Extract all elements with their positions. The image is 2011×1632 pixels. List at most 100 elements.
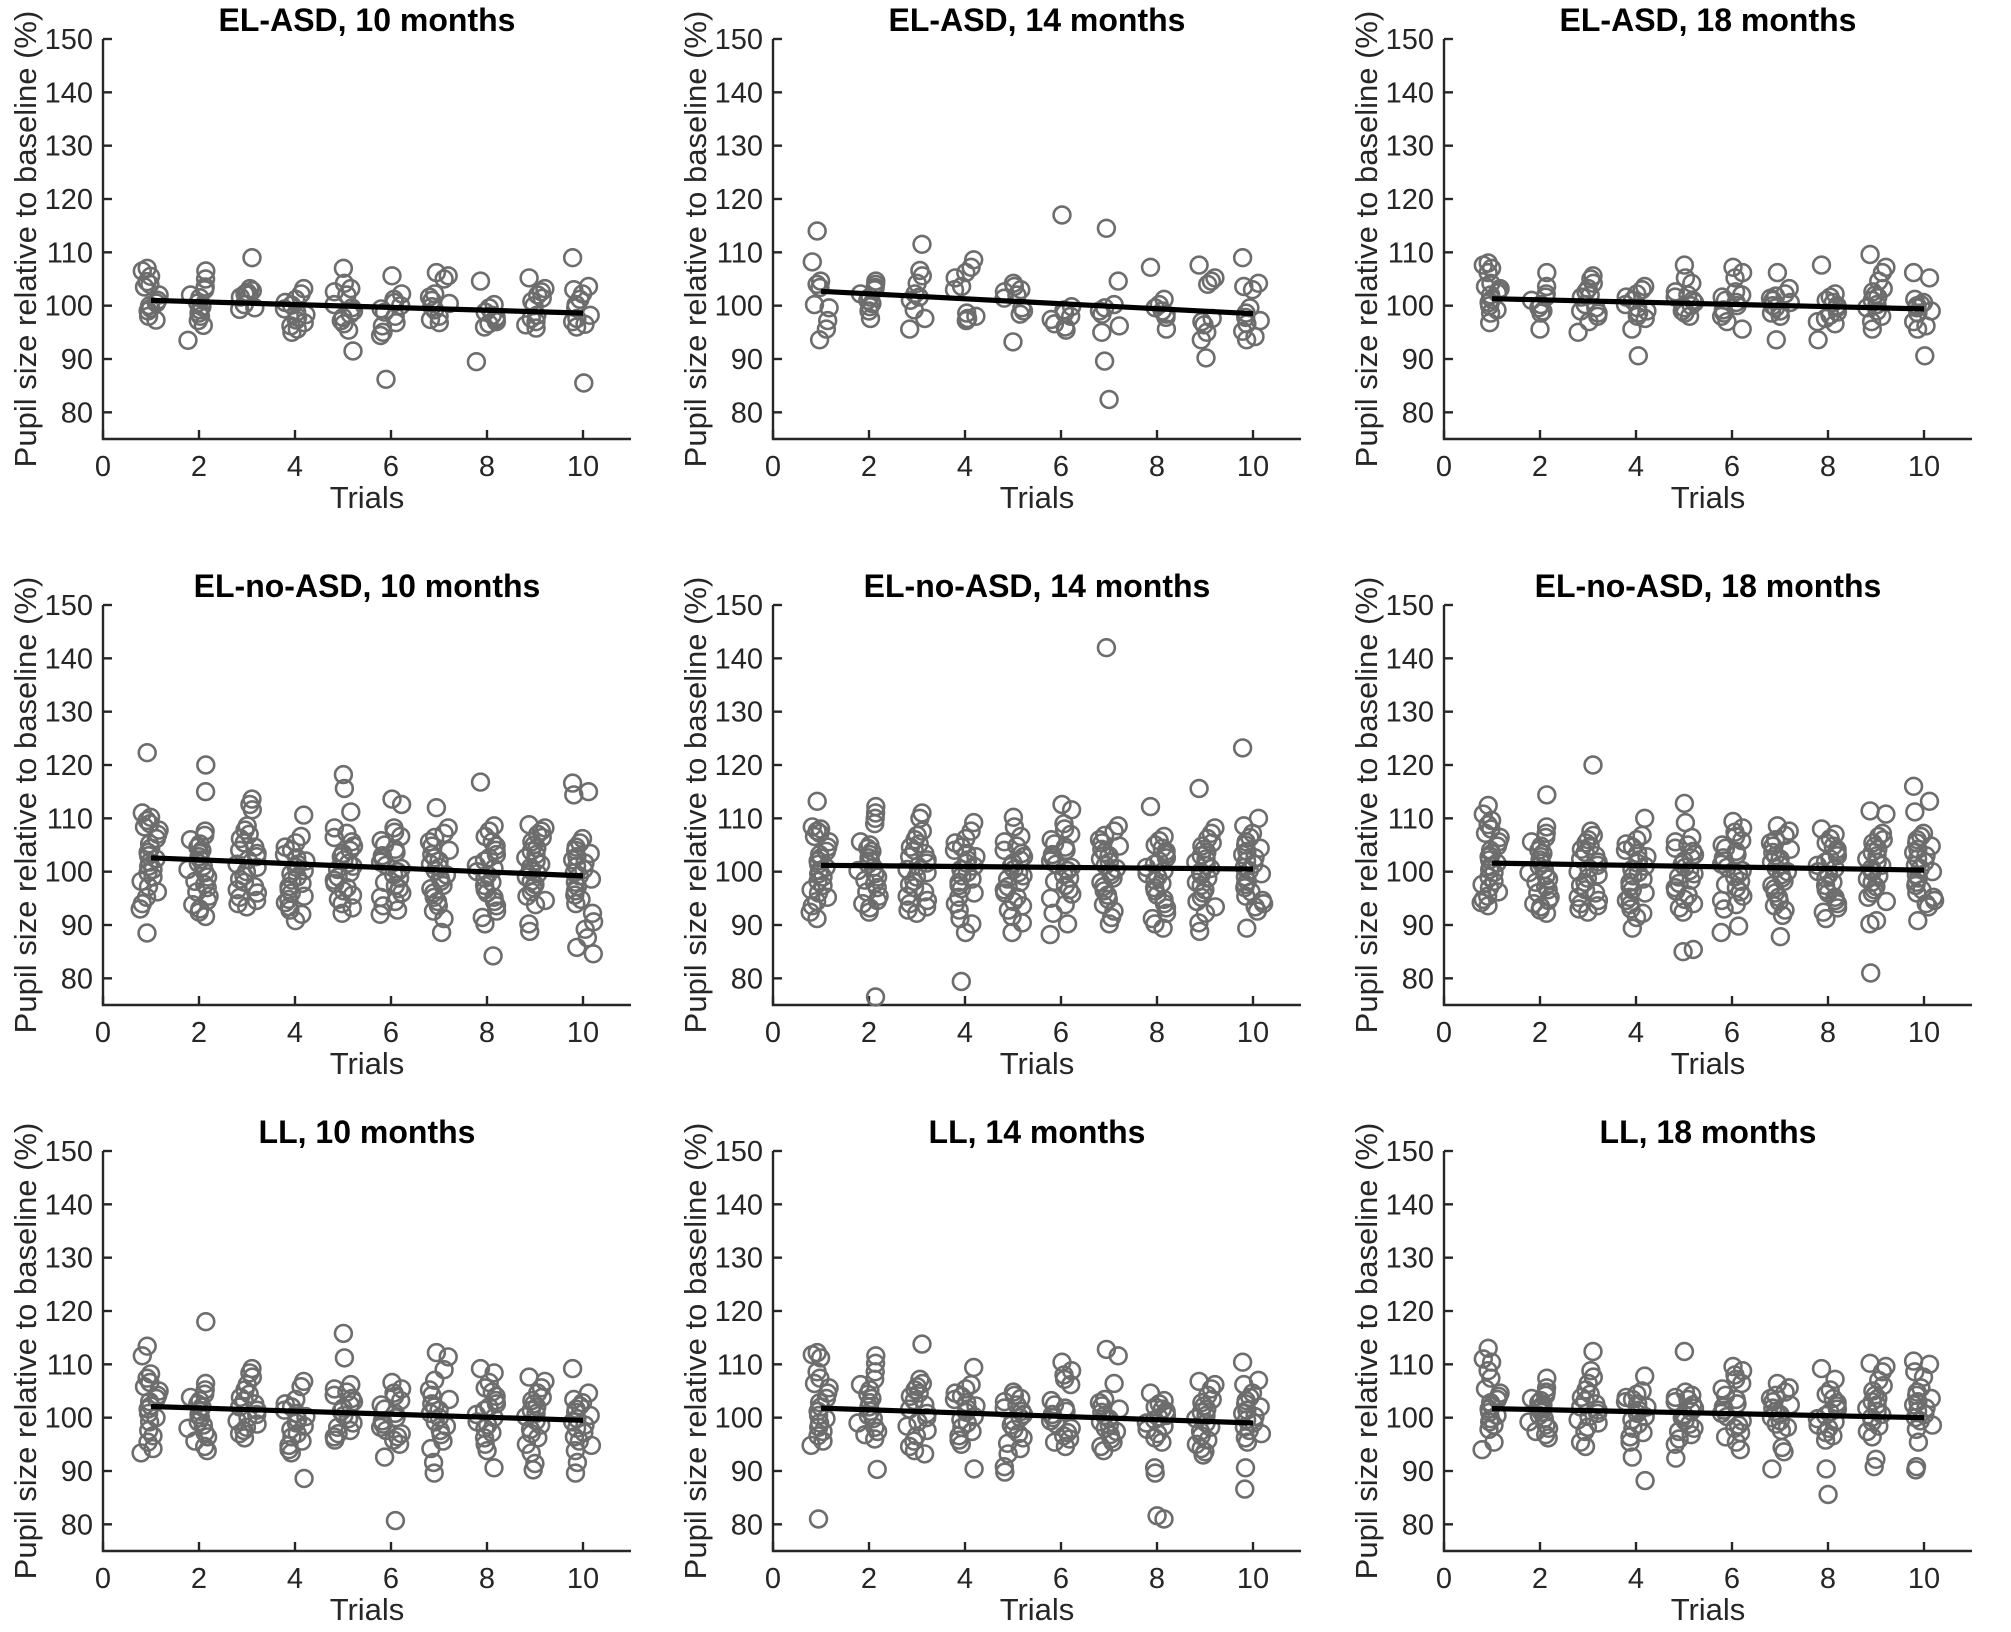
svg-text:90: 90 — [61, 1456, 93, 1488]
svg-text:100: 100 — [1386, 291, 1434, 323]
x-axis-label: Trials — [329, 1046, 405, 1081]
svg-text:8: 8 — [479, 451, 495, 483]
svg-text:6: 6 — [1053, 1017, 1069, 1049]
svg-text:150: 150 — [715, 24, 763, 56]
x-axis-label: Trials — [329, 480, 405, 515]
panel-title: EL-ASD, 18 months — [1559, 2, 1857, 38]
svg-text:10: 10 — [1908, 1017, 1940, 1049]
y-axis-label: Pupil size relative to baseline (%) — [8, 576, 43, 1034]
svg-text:90: 90 — [1402, 910, 1434, 942]
panel-ll-14: 80 90 100 110 120 130 140 150 0 2 4 6 8 10 LL, 14 mon… — [670, 1088, 1340, 1632]
svg-text:6: 6 — [1053, 1563, 1069, 1595]
svg-text:130: 130 — [45, 131, 93, 163]
svg-text:80: 80 — [731, 963, 763, 995]
svg-text:8: 8 — [1149, 451, 1165, 483]
svg-text:140: 140 — [45, 77, 93, 109]
svg-text:130: 130 — [715, 131, 763, 163]
svg-text:100: 100 — [45, 1403, 93, 1435]
panel-title: EL-ASD, 14 months — [888, 2, 1186, 38]
scatter-plot: 80 90 100 110 120 130 140 150 0 2 4 6 8 10 — [715, 590, 1301, 1049]
svg-text:0: 0 — [1436, 451, 1452, 483]
y-axis-label: Pupil size relative to baseline (%) — [678, 10, 713, 468]
svg-text:6: 6 — [383, 451, 399, 483]
svg-text:10: 10 — [567, 1563, 599, 1595]
y-axis-label: Pupil size relative to baseline (%) — [8, 1122, 43, 1580]
svg-text:120: 120 — [715, 1296, 763, 1328]
svg-text:0: 0 — [1436, 1017, 1452, 1049]
svg-text:10: 10 — [567, 1017, 599, 1049]
svg-text:8: 8 — [1149, 1017, 1165, 1049]
svg-text:140: 140 — [45, 1189, 93, 1221]
svg-text:110: 110 — [47, 1349, 93, 1381]
svg-text:120: 120 — [1386, 1296, 1434, 1328]
svg-text:0: 0 — [1436, 1563, 1452, 1595]
svg-text:4: 4 — [1628, 1017, 1644, 1049]
svg-text:4: 4 — [1628, 1563, 1644, 1595]
panel-title: EL-no-ASD, 14 months — [863, 568, 1211, 604]
svg-text:90: 90 — [731, 910, 763, 942]
svg-text:0: 0 — [95, 451, 111, 483]
svg-text:140: 140 — [45, 643, 93, 675]
scatter-plot: 80 90 100 110 120 130 140 150 0 2 4 6 8 10 — [45, 1136, 631, 1595]
x-axis-label: Trials — [999, 1046, 1075, 1081]
svg-text:90: 90 — [61, 910, 93, 942]
svg-text:150: 150 — [715, 1136, 763, 1168]
scatter-plot: 80 90 100 110 120 130 140 150 0 2 4 6 8 10 — [715, 1136, 1301, 1595]
svg-text:140: 140 — [715, 1189, 763, 1221]
svg-text:120: 120 — [45, 750, 93, 782]
svg-text:120: 120 — [715, 184, 763, 216]
svg-text:100: 100 — [45, 857, 93, 889]
panel-title: LL, 10 months — [258, 1114, 476, 1150]
svg-text:8: 8 — [479, 1563, 495, 1595]
scatter-plot: 80 90 100 110 120 130 140 150 0 2 4 6 8 10 — [45, 590, 631, 1049]
svg-text:90: 90 — [61, 344, 93, 376]
svg-text:130: 130 — [1386, 131, 1434, 163]
x-axis-label: Trials — [999, 480, 1075, 515]
svg-text:0: 0 — [765, 1563, 781, 1595]
x-axis-label: Trials — [1670, 1592, 1746, 1627]
svg-text:6: 6 — [383, 1017, 399, 1049]
svg-text:0: 0 — [95, 1563, 111, 1595]
svg-text:130: 130 — [45, 1243, 93, 1275]
svg-text:10: 10 — [1237, 1017, 1269, 1049]
svg-text:4: 4 — [287, 451, 303, 483]
svg-text:130: 130 — [1386, 697, 1434, 729]
svg-text:10: 10 — [1237, 451, 1269, 483]
svg-text:110: 110 — [47, 237, 93, 269]
panel-el-asd-10: 80 90 100 110 120 130 140 150 0 2 4 6 8 10 EL-ASD, 10… — [0, 0, 670, 544]
svg-text:6: 6 — [1724, 1017, 1740, 1049]
scatter-plot: 80 90 100 110 120 130 140 150 0 2 4 6 8 10 — [45, 24, 631, 483]
scatter-plot: 80 90 100 110 120 130 140 150 0 2 4 6 8 10 — [715, 24, 1301, 483]
svg-text:150: 150 — [1386, 1136, 1434, 1168]
svg-text:110: 110 — [1388, 237, 1434, 269]
svg-text:120: 120 — [45, 184, 93, 216]
x-axis-label: Trials — [999, 1592, 1075, 1627]
svg-text:4: 4 — [287, 1563, 303, 1595]
svg-text:8: 8 — [1149, 1563, 1165, 1595]
svg-text:100: 100 — [1386, 857, 1434, 889]
svg-text:100: 100 — [45, 291, 93, 323]
svg-text:90: 90 — [731, 1456, 763, 1488]
svg-text:6: 6 — [1053, 451, 1069, 483]
svg-text:0: 0 — [95, 1017, 111, 1049]
svg-text:150: 150 — [45, 24, 93, 56]
scatter-plot: 80 90 100 110 120 130 140 150 0 2 4 6 8 10 — [1386, 1136, 1972, 1595]
y-axis-label: Pupil size relative to baseline (%) — [8, 10, 43, 468]
panel-el-asd-14: 80 90 100 110 120 130 140 150 0 2 4 6 8 10 EL-ASD, 14… — [670, 0, 1340, 544]
svg-text:140: 140 — [1386, 643, 1434, 675]
svg-text:90: 90 — [1402, 1456, 1434, 1488]
x-axis-label: Trials — [1670, 1046, 1746, 1081]
panel-ll-18: 80 90 100 110 120 130 140 150 0 2 4 6 8 10 LL, 18 mon… — [1341, 1088, 2011, 1632]
svg-text:150: 150 — [45, 1136, 93, 1168]
svg-text:8: 8 — [1820, 1017, 1836, 1049]
svg-text:130: 130 — [1386, 1243, 1434, 1275]
svg-text:150: 150 — [1386, 24, 1434, 56]
svg-text:4: 4 — [957, 1563, 973, 1595]
svg-text:130: 130 — [715, 697, 763, 729]
svg-text:10: 10 — [567, 451, 599, 483]
svg-text:100: 100 — [715, 291, 763, 323]
x-axis-label: Trials — [1670, 480, 1746, 515]
panel-el-no-asd-10: 80 90 100 110 120 130 140 150 0 2 4 6 8 10 EL-no-ASD,… — [0, 544, 670, 1088]
svg-text:4: 4 — [1628, 451, 1644, 483]
svg-text:100: 100 — [715, 1403, 763, 1435]
